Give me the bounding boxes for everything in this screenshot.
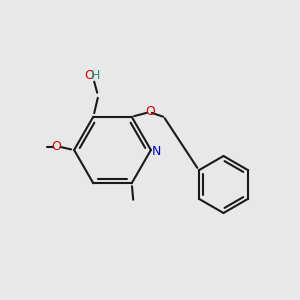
Text: N: N <box>152 145 161 158</box>
Text: O: O <box>51 140 61 154</box>
Text: O: O <box>145 105 154 118</box>
Text: H: H <box>91 69 100 82</box>
Text: O: O <box>84 69 94 82</box>
